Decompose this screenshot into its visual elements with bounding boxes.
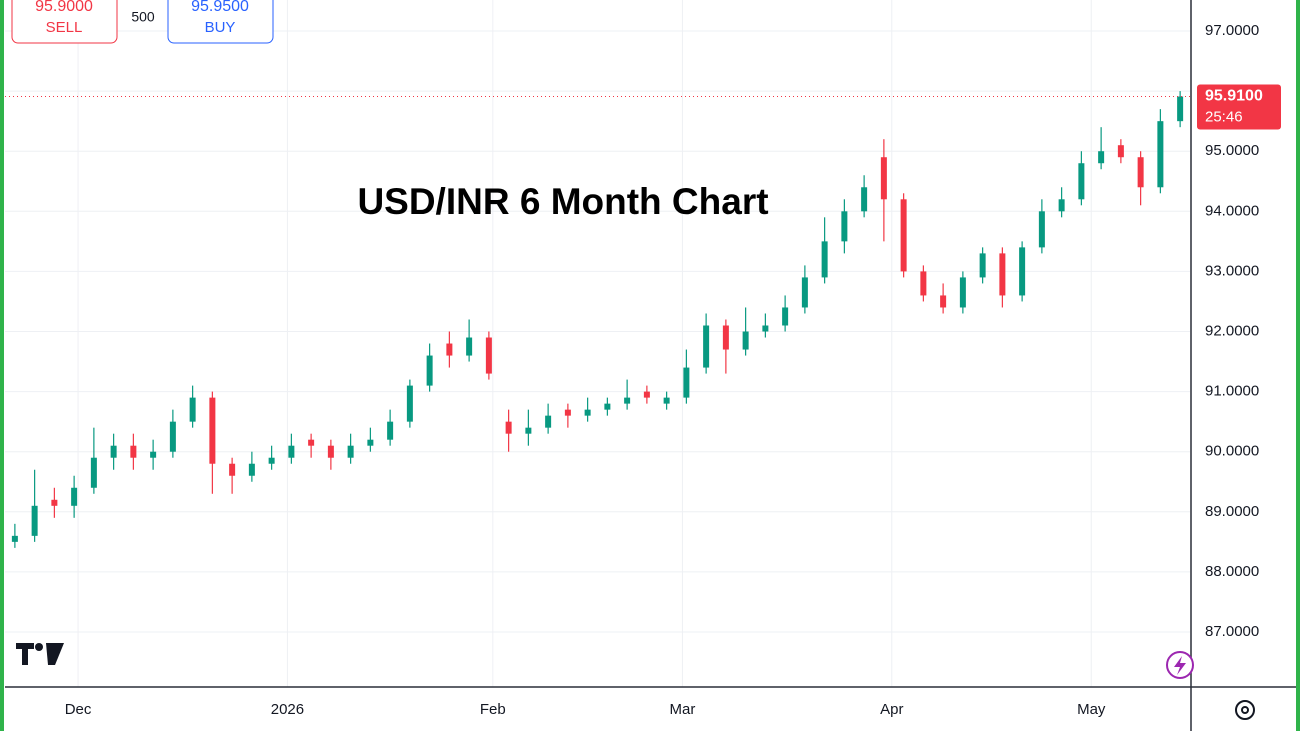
- candle-body: [446, 343, 453, 356]
- candle-body: [762, 325, 769, 332]
- candle-body: [11, 535, 18, 542]
- candle-body: [525, 427, 532, 434]
- candle-body: [604, 403, 611, 410]
- candle-body: [821, 241, 828, 278]
- buy-label: BUY: [205, 19, 236, 36]
- sell-price: 95.9000: [35, 0, 93, 15]
- candle-body: [1137, 157, 1144, 188]
- candle-body: [920, 271, 927, 296]
- sell-button[interactable]: [11, 0, 118, 44]
- x-tick-label: Feb: [480, 701, 506, 718]
- candle-body: [248, 463, 255, 476]
- x-tick-label: May: [1077, 701, 1106, 718]
- candle-body: [31, 505, 38, 536]
- candle-body: [327, 445, 334, 458]
- candle-body: [643, 391, 650, 398]
- candle-body: [367, 439, 374, 446]
- candle-body: [1117, 145, 1124, 158]
- x-tick-label: 2026: [271, 701, 304, 718]
- candle-body: [564, 409, 571, 416]
- candle-body: [683, 367, 690, 398]
- y-tick-label: 95.0000: [1205, 142, 1259, 159]
- candle-body: [722, 325, 729, 350]
- y-tick-label: 97.0000: [1205, 22, 1259, 39]
- candle-body: [426, 355, 433, 386]
- candle-body: [90, 457, 97, 488]
- candles: [11, 91, 1184, 548]
- candle-body: [1157, 121, 1164, 188]
- x-tick-label: Dec: [65, 701, 92, 718]
- alert-bolt: [1174, 656, 1186, 675]
- candle-body: [1019, 247, 1026, 296]
- frame-right: [1296, 0, 1300, 731]
- x-tick-label: Apr: [880, 701, 903, 718]
- quantity: 500: [131, 9, 155, 25]
- tradingview-logo: [16, 643, 64, 665]
- candle-body: [189, 397, 196, 422]
- candle-body: [308, 439, 315, 446]
- y-tick-label: 92.0000: [1205, 322, 1259, 339]
- y-tick-label: 93.0000: [1205, 262, 1259, 279]
- frame-left: [0, 0, 4, 731]
- buy-price: 95.9500: [191, 0, 249, 15]
- candle-body: [347, 445, 354, 458]
- candle-body: [584, 409, 591, 416]
- candle-body: [663, 397, 670, 404]
- candle-body: [782, 307, 789, 326]
- candle-body: [406, 385, 413, 422]
- candle-body: [229, 463, 236, 476]
- candle-body: [169, 421, 176, 452]
- settings-icon[interactable]: [1235, 700, 1255, 720]
- candle-body: [900, 199, 907, 272]
- candle-body: [1098, 151, 1105, 164]
- candle-body: [545, 415, 552, 428]
- candle-body: [940, 295, 947, 308]
- candle-body: [130, 445, 137, 458]
- candle-body: [979, 253, 986, 278]
- candle-body: [209, 397, 216, 464]
- candle-body: [110, 445, 117, 458]
- candle-body: [51, 499, 58, 506]
- candle-body: [841, 211, 848, 242]
- y-tick-label: 90.0000: [1205, 443, 1259, 460]
- candle-body: [1177, 96, 1184, 122]
- candle-body: [742, 331, 749, 350]
- countdown: 25:46: [1205, 108, 1243, 125]
- x-tick-label: Mar: [670, 701, 696, 718]
- y-tick-label: 88.0000: [1205, 563, 1259, 580]
- candle-body: [999, 253, 1006, 296]
- candle-body: [288, 445, 295, 458]
- y-tick-label: 91.0000: [1205, 383, 1259, 400]
- chart-title: USD/INR 6 Month Chart: [357, 181, 768, 222]
- candle-body: [485, 337, 492, 374]
- candle-body: [703, 325, 710, 368]
- candle-body: [466, 337, 473, 356]
- candle-body: [959, 277, 966, 308]
- y-tick-label: 89.0000: [1205, 503, 1259, 520]
- buy-button[interactable]: [167, 0, 274, 44]
- candle-body: [861, 187, 868, 212]
- candle-body: [1058, 199, 1065, 212]
- last-price-label: 95.9100: [1205, 88, 1263, 105]
- candle-body: [1038, 211, 1045, 248]
- sell-label: SELL: [46, 19, 83, 36]
- y-tick-label: 87.0000: [1205, 623, 1259, 640]
- candle-body: [150, 451, 157, 458]
- candle-body: [1078, 163, 1085, 200]
- candle-body: [880, 157, 887, 200]
- last-price-tag: [1197, 84, 1281, 130]
- candle-body: [268, 457, 275, 464]
- candle-body: [624, 397, 631, 404]
- y-tick-label: 94.0000: [1205, 202, 1259, 219]
- candle-body: [505, 421, 512, 434]
- candle-body: [387, 421, 394, 440]
- candle-body: [71, 487, 78, 506]
- candle-body: [801, 277, 808, 308]
